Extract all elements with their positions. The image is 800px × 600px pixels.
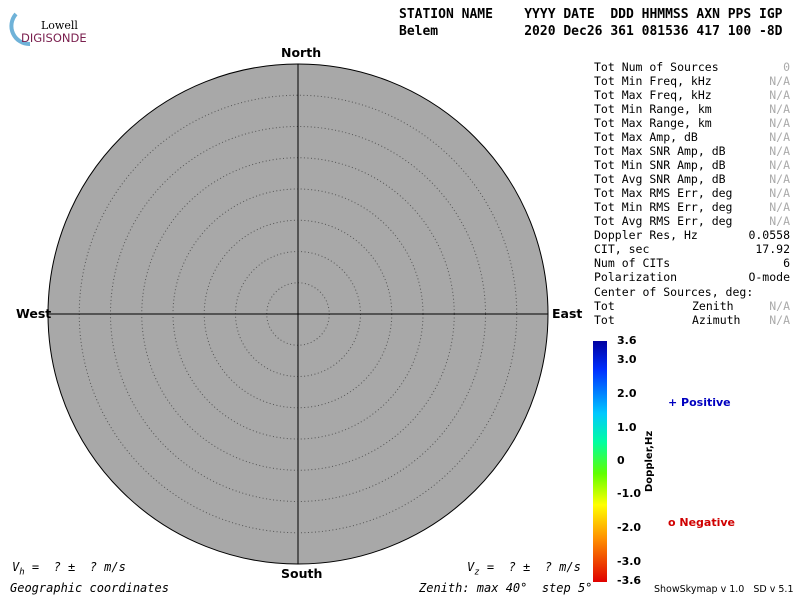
stat-value: N/A [769,88,790,102]
stat-value: N/A [769,74,790,88]
colorbar-tick: 3.6 [617,334,637,347]
colorbar-tick: 1.0 [617,421,637,434]
colorbar-tick: 0 [617,454,625,467]
vh-sub: h [19,567,25,578]
legend-positive: + Positive [668,396,731,409]
header-labels: STATION NAME YYYY DATE DDD HHMMSS AXN PP… [399,7,783,22]
version-note: ShowSkymap v 1.0 SD v 5.1 [654,584,794,595]
stat-label: Doppler Res, Hz [594,228,698,242]
stat-label: Tot Max Range, km [594,116,712,130]
vz-symbol: V [467,560,475,574]
stat-value: N/A [769,214,790,228]
header-values: Belem 2020 Dec26 361 081536 417 100 -8D [399,24,783,39]
vh-readout: Vh = ? ± ? m/s [12,560,126,577]
colorbar-tick: -3.6 [617,574,642,587]
stat-value: N/A [769,144,790,158]
stat-label: Tot Min Range, km [594,102,712,116]
stat-label: Tot Avg RMS Err, deg [594,214,733,228]
stat-label: Tot Avg SNR Amp, dB [594,172,726,186]
stat-label: Tot Min RMS Err, deg [594,200,733,214]
stat-value: O-mode [748,270,790,284]
colorbar-tick: -2.0 [617,521,642,534]
center-heading: Center of Sources, deg: [594,285,754,299]
legend-negative: o Negative [668,516,736,529]
stat-label: Tot Max Freq, kHz [594,88,712,102]
center-label: Azimuth [692,313,741,327]
center-group: Tot [594,299,615,313]
vz-text: = ? ± ? m/s [486,560,581,574]
stat-value: N/A [769,116,790,130]
stat-value: N/A [769,158,790,172]
stat-value: 0 [783,60,790,74]
coordinates-note: Geographic coordinates [10,581,169,595]
stat-label: Tot Max RMS Err, deg [594,186,733,200]
vz-readout: Vz = ? ± ? m/s [467,560,581,577]
vz-sub: z [474,567,480,578]
stat-value: N/A [769,200,790,214]
stat-label: Tot Max Amp, dB [594,130,698,144]
doppler-colorbar [593,341,607,582]
east-label: East [552,306,583,321]
stat-value: N/A [769,130,790,144]
stat-label: Num of CITs [594,256,671,270]
stat-value: N/A [769,186,790,200]
center-value: N/A [769,313,790,327]
vh-text: = ? ± ? m/s [31,560,126,574]
stat-value: N/A [769,172,790,186]
stat-label: CIT, sec [594,242,650,256]
stat-value: 0.0558 [748,228,790,242]
stat-label: Tot Max SNR Amp, dB [594,144,726,158]
center-group: Tot [594,313,615,327]
zenith-note: Zenith: max 40° step 5° [419,581,593,595]
colorbar-label: Doppler,Hz [644,430,655,492]
north-label: North [281,45,322,60]
logo-arc [9,12,31,47]
stat-value: 17.92 [755,242,790,256]
stat-label: Polarization [594,270,678,284]
stat-value: 6 [783,256,790,270]
south-label: South [281,566,323,581]
west-label: West [16,306,52,321]
colorbar-tick: 3.0 [617,353,637,366]
center-label: Zenith [692,299,734,313]
center-value: N/A [769,299,790,313]
colorbar-tick: -3.0 [617,555,642,568]
stat-label: Tot Min SNR Amp, dB [594,158,726,172]
stat-label: Tot Min Freq, kHz [594,74,712,88]
colorbar-tick: 2.0 [617,387,637,400]
stat-value: N/A [769,102,790,116]
logo-top: Lowell [41,19,78,32]
logo-bottom: DIGISONDE [21,31,87,45]
stat-label: Tot Num of Sources [594,60,719,74]
colorbar-tick: -1.0 [617,487,642,500]
vh-symbol: V [12,560,20,574]
